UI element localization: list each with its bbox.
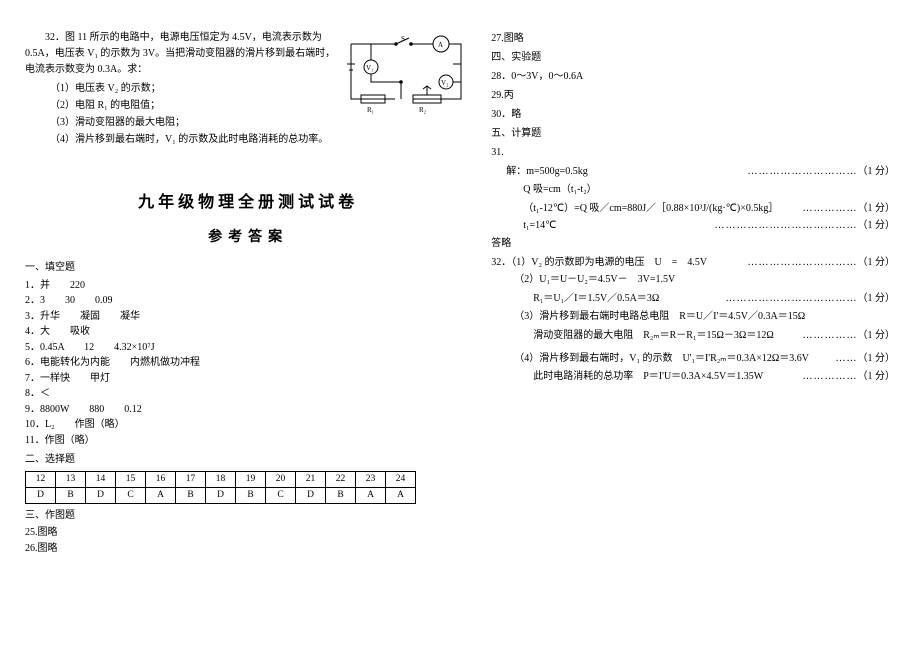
choice-ans: D xyxy=(86,487,116,503)
choice-num: 17 xyxy=(176,471,206,487)
label-s: S xyxy=(401,35,405,43)
sol-points: ……………（1 分） xyxy=(795,327,896,345)
answer-11: 11．作图（略） xyxy=(25,433,471,449)
answer-5: 5．0.45A 12 4.32×10⁷J xyxy=(25,340,471,356)
choice-ans: C xyxy=(116,487,146,503)
sol-32-1: 32．（1）V₂ 的示数即为电源的电压 U = 4.5V …………………………（… xyxy=(491,254,895,272)
choice-num: 13 xyxy=(56,471,86,487)
sol-text: t₁=14℃ xyxy=(491,217,706,235)
choice-num: 12 xyxy=(26,471,56,487)
doc-subtitle: 参考答案 xyxy=(25,226,471,246)
sol-text: 32．（1）V₂ 的示数即为电源的电压 U = 4.5V xyxy=(491,254,739,272)
choice-num: 16 xyxy=(146,471,176,487)
label-v1: V₁ xyxy=(366,64,374,72)
sol-31-2: Q 吸=cm（t₁-t₂） xyxy=(491,181,895,198)
answer-2: 2．3 30 0.09 xyxy=(25,293,471,309)
sol-32-3: R₁＝U₁／I＝1.5V／0.5A＝3Ω ………………………………（1 分） xyxy=(491,290,895,308)
sol-text: （t₁-12℃）=Q 吸／cm=880J／［0.88×10³J/(kg·℃)×0… xyxy=(491,200,794,218)
sol-32-6: （4）滑片移到最右端时，V₁ 的示数 U'₁＝I'R₂ₘ＝0.3A×12Ω＝3.… xyxy=(491,350,895,368)
choice-ans: C xyxy=(266,487,296,503)
question-32-block: S A V₁ V₂ R₁ R₂ 32．图 11 所示的电路中，电源电压恒定为 4… xyxy=(25,30,471,148)
sol-points: ……（1 分） xyxy=(828,350,896,368)
label-r2: R₂ xyxy=(419,106,427,114)
choice-num: 23 xyxy=(356,471,386,487)
choice-num: 19 xyxy=(236,471,266,487)
sol-31-1: 解：m=500g=0.5kg …………………………（1 分） xyxy=(491,163,895,181)
answer-26: 26.图略 xyxy=(25,541,471,557)
choice-row-nums: 12 13 14 15 16 17 18 19 20 21 22 23 24 xyxy=(26,471,416,487)
sol-32-5: 滑动变阻器的最大电阻 R₂ₘ＝R－R₁＝15Ω－3Ω＝12Ω ……………（1 分… xyxy=(491,327,895,345)
answer-28: 28．0～3V，0～0.6A xyxy=(491,68,895,85)
choice-ans: D xyxy=(206,487,236,503)
answer-4: 4．大 吸收 xyxy=(25,324,471,340)
sol-32-2: （2）U₁＝U－U₂＝4.5V－ 3V=1.5V xyxy=(491,271,895,288)
answer-note: 答略 xyxy=(491,235,895,252)
answer-25: 25.图略 xyxy=(25,525,471,541)
section-3-heading: 三、作图题 xyxy=(25,508,471,524)
label-v2: V₂ xyxy=(441,79,449,87)
choice-num: 24 xyxy=(386,471,416,487)
choice-ans: A xyxy=(146,487,176,503)
section-5-heading: 五、计算题 xyxy=(491,125,895,142)
choice-ans: D xyxy=(26,487,56,503)
circuit-svg: S A V₁ V₂ R₁ R₂ xyxy=(341,34,471,114)
sol-points: …………………………（1 分） xyxy=(740,254,896,272)
choice-ans: B xyxy=(176,487,206,503)
answer-30: 30．略 xyxy=(491,106,895,123)
choice-table: 12 13 14 15 16 17 18 19 20 21 22 23 24 D… xyxy=(25,471,416,504)
choice-num: 20 xyxy=(266,471,296,487)
answer-31: 31. xyxy=(491,144,895,161)
choice-ans: D xyxy=(296,487,326,503)
choice-ans: B xyxy=(56,487,86,503)
choice-num: 14 xyxy=(86,471,116,487)
section-4-heading: 四、实验题 xyxy=(491,49,895,66)
circuit-figure: S A V₁ V₂ R₁ R₂ xyxy=(341,34,471,117)
choice-num: 18 xyxy=(206,471,236,487)
sol-points: ………………………………（1 分） xyxy=(718,290,896,308)
sol-points: ……………（1 分） xyxy=(795,200,896,218)
choice-num: 21 xyxy=(296,471,326,487)
choice-ans: B xyxy=(326,487,356,503)
answer-8: 8．＜ xyxy=(25,386,471,402)
sol-text: R₁＝U₁／I＝1.5V／0.5A＝3Ω xyxy=(491,290,717,308)
answer-7: 7．一样快 甲灯 xyxy=(25,371,471,387)
sol-31-3: （t₁-12℃）=Q 吸／cm=880J／［0.88×10³J/(kg·℃)×0… xyxy=(491,200,895,218)
sol-points: …………………………（1 分） xyxy=(740,163,896,181)
choice-row-ans: D B D C A B D B C D B A A xyxy=(26,487,416,503)
label-a: A xyxy=(438,41,443,49)
sol-32-4: （3）滑片移到最右端时电路总电阻 R＝U／I'＝4.5V／0.3A＝15Ω xyxy=(491,308,895,325)
sol-points: ……………（1 分） xyxy=(795,368,896,386)
q32-sub4: （4）滑片移到最右端时，V₁ 的示数及此时电路消耗的总功率。 xyxy=(25,131,471,148)
sol-text: （4）滑片移到最右端时，V₁ 的示数 U'₁＝I'R₂ₘ＝0.3A×12Ω＝3.… xyxy=(491,350,827,368)
section-2-heading: 二、选择题 xyxy=(25,452,471,468)
choice-ans: B xyxy=(236,487,266,503)
choice-num: 22 xyxy=(326,471,356,487)
sol-32-7: 此时电路消耗的总功率 P＝I'U＝0.3A×4.5V＝1.35W ……………（1… xyxy=(491,368,895,386)
answer-1: 1．并 220 xyxy=(25,278,471,294)
sol-text: 此时电路消耗的总功率 P＝I'U＝0.3A×4.5V＝1.35W xyxy=(491,368,794,386)
sol-points: …………………………………（1 分） xyxy=(707,217,896,235)
left-column: S A V₁ V₂ R₁ R₂ 32．图 11 所示的电路中，电源电压恒定为 4… xyxy=(15,30,481,640)
right-column: 27.图略 四、实验题 28．0～3V，0～0.6A 29.丙 30．略 五、计… xyxy=(481,30,905,640)
doc-title: 九年级物理全册测试试卷 xyxy=(25,188,471,212)
answer-6: 6．电能转化为内能 内燃机做功冲程 xyxy=(25,355,471,371)
section-1-heading: 一、填空题 xyxy=(25,260,471,276)
label-r1: R₁ xyxy=(367,106,374,114)
sol-text: 解：m=500g=0.5kg xyxy=(491,163,739,181)
sol-text: 滑动变阻器的最大电阻 R₂ₘ＝R－R₁＝15Ω－3Ω＝12Ω xyxy=(491,327,794,345)
choice-ans: A xyxy=(386,487,416,503)
sol-31-4: t₁=14℃ …………………………………（1 分） xyxy=(491,217,895,235)
answer-10: 10．L₂ 作图（略） xyxy=(25,417,471,433)
answer-3: 3．升华 凝固 凝华 xyxy=(25,309,471,325)
answer-9: 9．8800W 880 0.12 xyxy=(25,402,471,418)
choice-num: 15 xyxy=(116,471,146,487)
answer-27: 27.图略 xyxy=(491,30,895,47)
choice-ans: A xyxy=(356,487,386,503)
answer-29: 29.丙 xyxy=(491,87,895,104)
